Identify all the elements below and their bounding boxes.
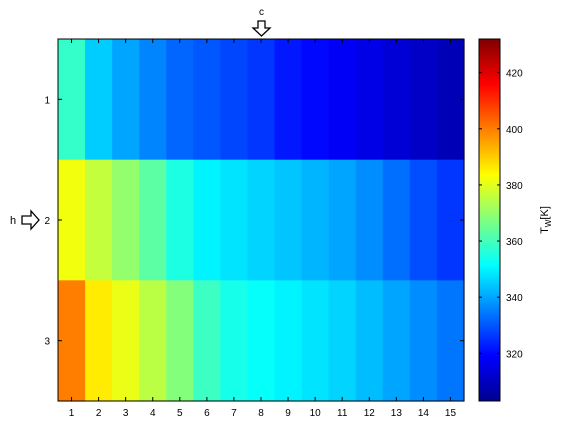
x-tick-label: 6	[204, 408, 210, 419]
y-tick-label: 2	[44, 216, 50, 227]
heatmap-cell	[436, 39, 465, 161]
heatmap-cell	[220, 280, 249, 402]
colorbar-tick-label: 380	[506, 181, 523, 192]
heatmap-cell	[382, 280, 411, 402]
heatmap-cell	[139, 159, 167, 281]
y-tick-label: 1	[44, 95, 50, 106]
heatmap-cell	[328, 280, 357, 402]
heatmap-cell	[382, 159, 411, 281]
colorbar-tick-label: 320	[506, 349, 523, 360]
x-tick-label: 14	[418, 408, 430, 419]
x-tick-label: 5	[177, 408, 183, 419]
heatmap-cell	[85, 39, 113, 161]
colorbar-label-sub: W	[544, 219, 553, 227]
heatmap-cell	[85, 159, 113, 281]
heatmap-cell	[85, 280, 113, 402]
heatmap-cell	[301, 280, 330, 402]
x-tick-label: 4	[150, 408, 156, 419]
x-tick-label: 2	[96, 408, 102, 419]
x-axis-ticks: 1 2 3 4 5 6 7 8 9 10 11 12 13 14 15	[69, 39, 457, 419]
heatmap-cell	[112, 39, 140, 161]
x-tick-label: 7	[231, 408, 237, 419]
heatmap-cell	[247, 159, 276, 281]
heatmap-cell	[220, 159, 249, 281]
heatmap-cell	[166, 39, 194, 161]
heatmap-cell	[409, 159, 438, 281]
colorbar-tick-label: 400	[506, 125, 523, 136]
colorbar-label-main: T	[539, 227, 551, 234]
left-arrow-label: h	[10, 215, 16, 227]
x-tick-label: 9	[285, 408, 291, 419]
x-tick-label: 15	[445, 408, 457, 419]
heatmap-cell	[247, 280, 276, 402]
heatmap-cell	[436, 280, 465, 402]
heatmap-cell	[193, 159, 221, 281]
colorbar-tick-label: 340	[506, 293, 523, 304]
y-tick-label: 3	[44, 337, 50, 348]
heatmap-cell	[355, 280, 384, 402]
x-tick-label: 13	[391, 408, 403, 419]
y-axis-ticks: 1 2 3	[44, 95, 464, 348]
colorbar-ticks: 320 340 360 380 400 420	[479, 69, 523, 360]
heatmap-cell	[274, 159, 303, 281]
left-right-arrow-icon	[21, 209, 40, 231]
heatmap-cell	[58, 280, 86, 402]
heatmap-cells	[58, 39, 465, 402]
heatmap-cell	[301, 159, 330, 281]
heatmap-cell	[166, 280, 194, 402]
heatmap-cell	[274, 39, 303, 161]
heatmap-cell	[112, 159, 140, 281]
heatmap-cell	[328, 39, 357, 161]
heatmap-cell	[220, 39, 249, 161]
x-tick-label: 12	[364, 408, 376, 419]
heatmap-cell	[112, 280, 140, 402]
heatmap-cell	[301, 39, 330, 161]
heatmap-cell	[382, 39, 411, 161]
colorbar-tick-label: 360	[506, 237, 523, 248]
x-tick-label: 3	[123, 408, 129, 419]
heatmap-cell	[355, 39, 384, 161]
heatmap-cell	[166, 159, 194, 281]
heatmap-cell	[409, 39, 438, 161]
heatmap-cell	[436, 159, 465, 281]
heatmap-cell	[139, 280, 167, 402]
heatmap-cell	[328, 159, 357, 281]
x-tick-label: 11	[337, 408, 348, 419]
heatmap-cell	[409, 280, 438, 402]
top-arrow-label: c	[259, 7, 264, 18]
x-tick-label: 10	[310, 408, 322, 419]
heatmap-cell	[193, 280, 221, 402]
heatmap-cell	[274, 280, 303, 402]
heatmap-cell	[58, 159, 86, 281]
heatmap-cell	[247, 39, 276, 161]
x-tick-label: 1	[69, 408, 75, 419]
x-tick-label: 8	[258, 408, 264, 419]
top-down-arrow-icon	[251, 20, 272, 37]
colorbar	[478, 38, 501, 402]
heatmap-cell	[355, 159, 384, 281]
heatmap-cell	[139, 39, 167, 161]
colorbar-label-tail: [K]	[539, 206, 551, 219]
colorbar-label: TW[K]	[539, 206, 553, 234]
heatmap-cell	[58, 39, 86, 161]
colorbar-tick-label: 420	[506, 69, 523, 80]
heatmap-cell	[193, 39, 221, 161]
